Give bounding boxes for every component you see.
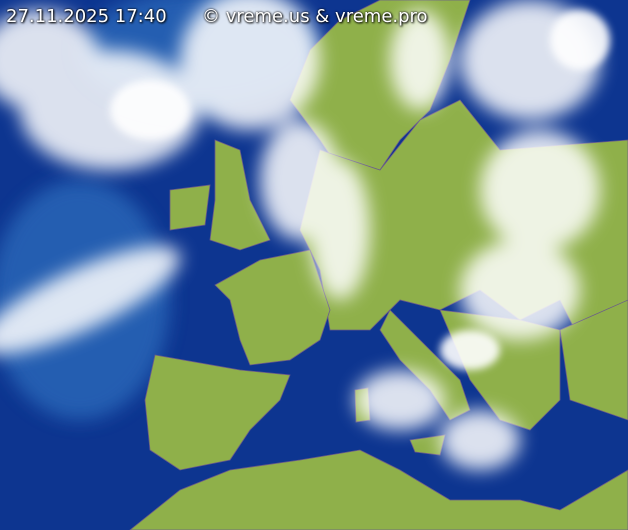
- iberia: [144, 354, 291, 471]
- turkey: [559, 299, 628, 421]
- copyright-notice: © vreme.us & vreme.pro: [202, 6, 428, 27]
- italy: [379, 309, 471, 421]
- ireland: [169, 184, 211, 231]
- timestamp: 27.11.2025 17:40: [6, 6, 167, 27]
- sicily: [409, 434, 446, 456]
- france: [214, 249, 331, 366]
- north-africa: [129, 449, 628, 530]
- clouds: [0, 0, 600, 470]
- cloud-cores: [110, 10, 610, 370]
- great-britain: [209, 139, 271, 251]
